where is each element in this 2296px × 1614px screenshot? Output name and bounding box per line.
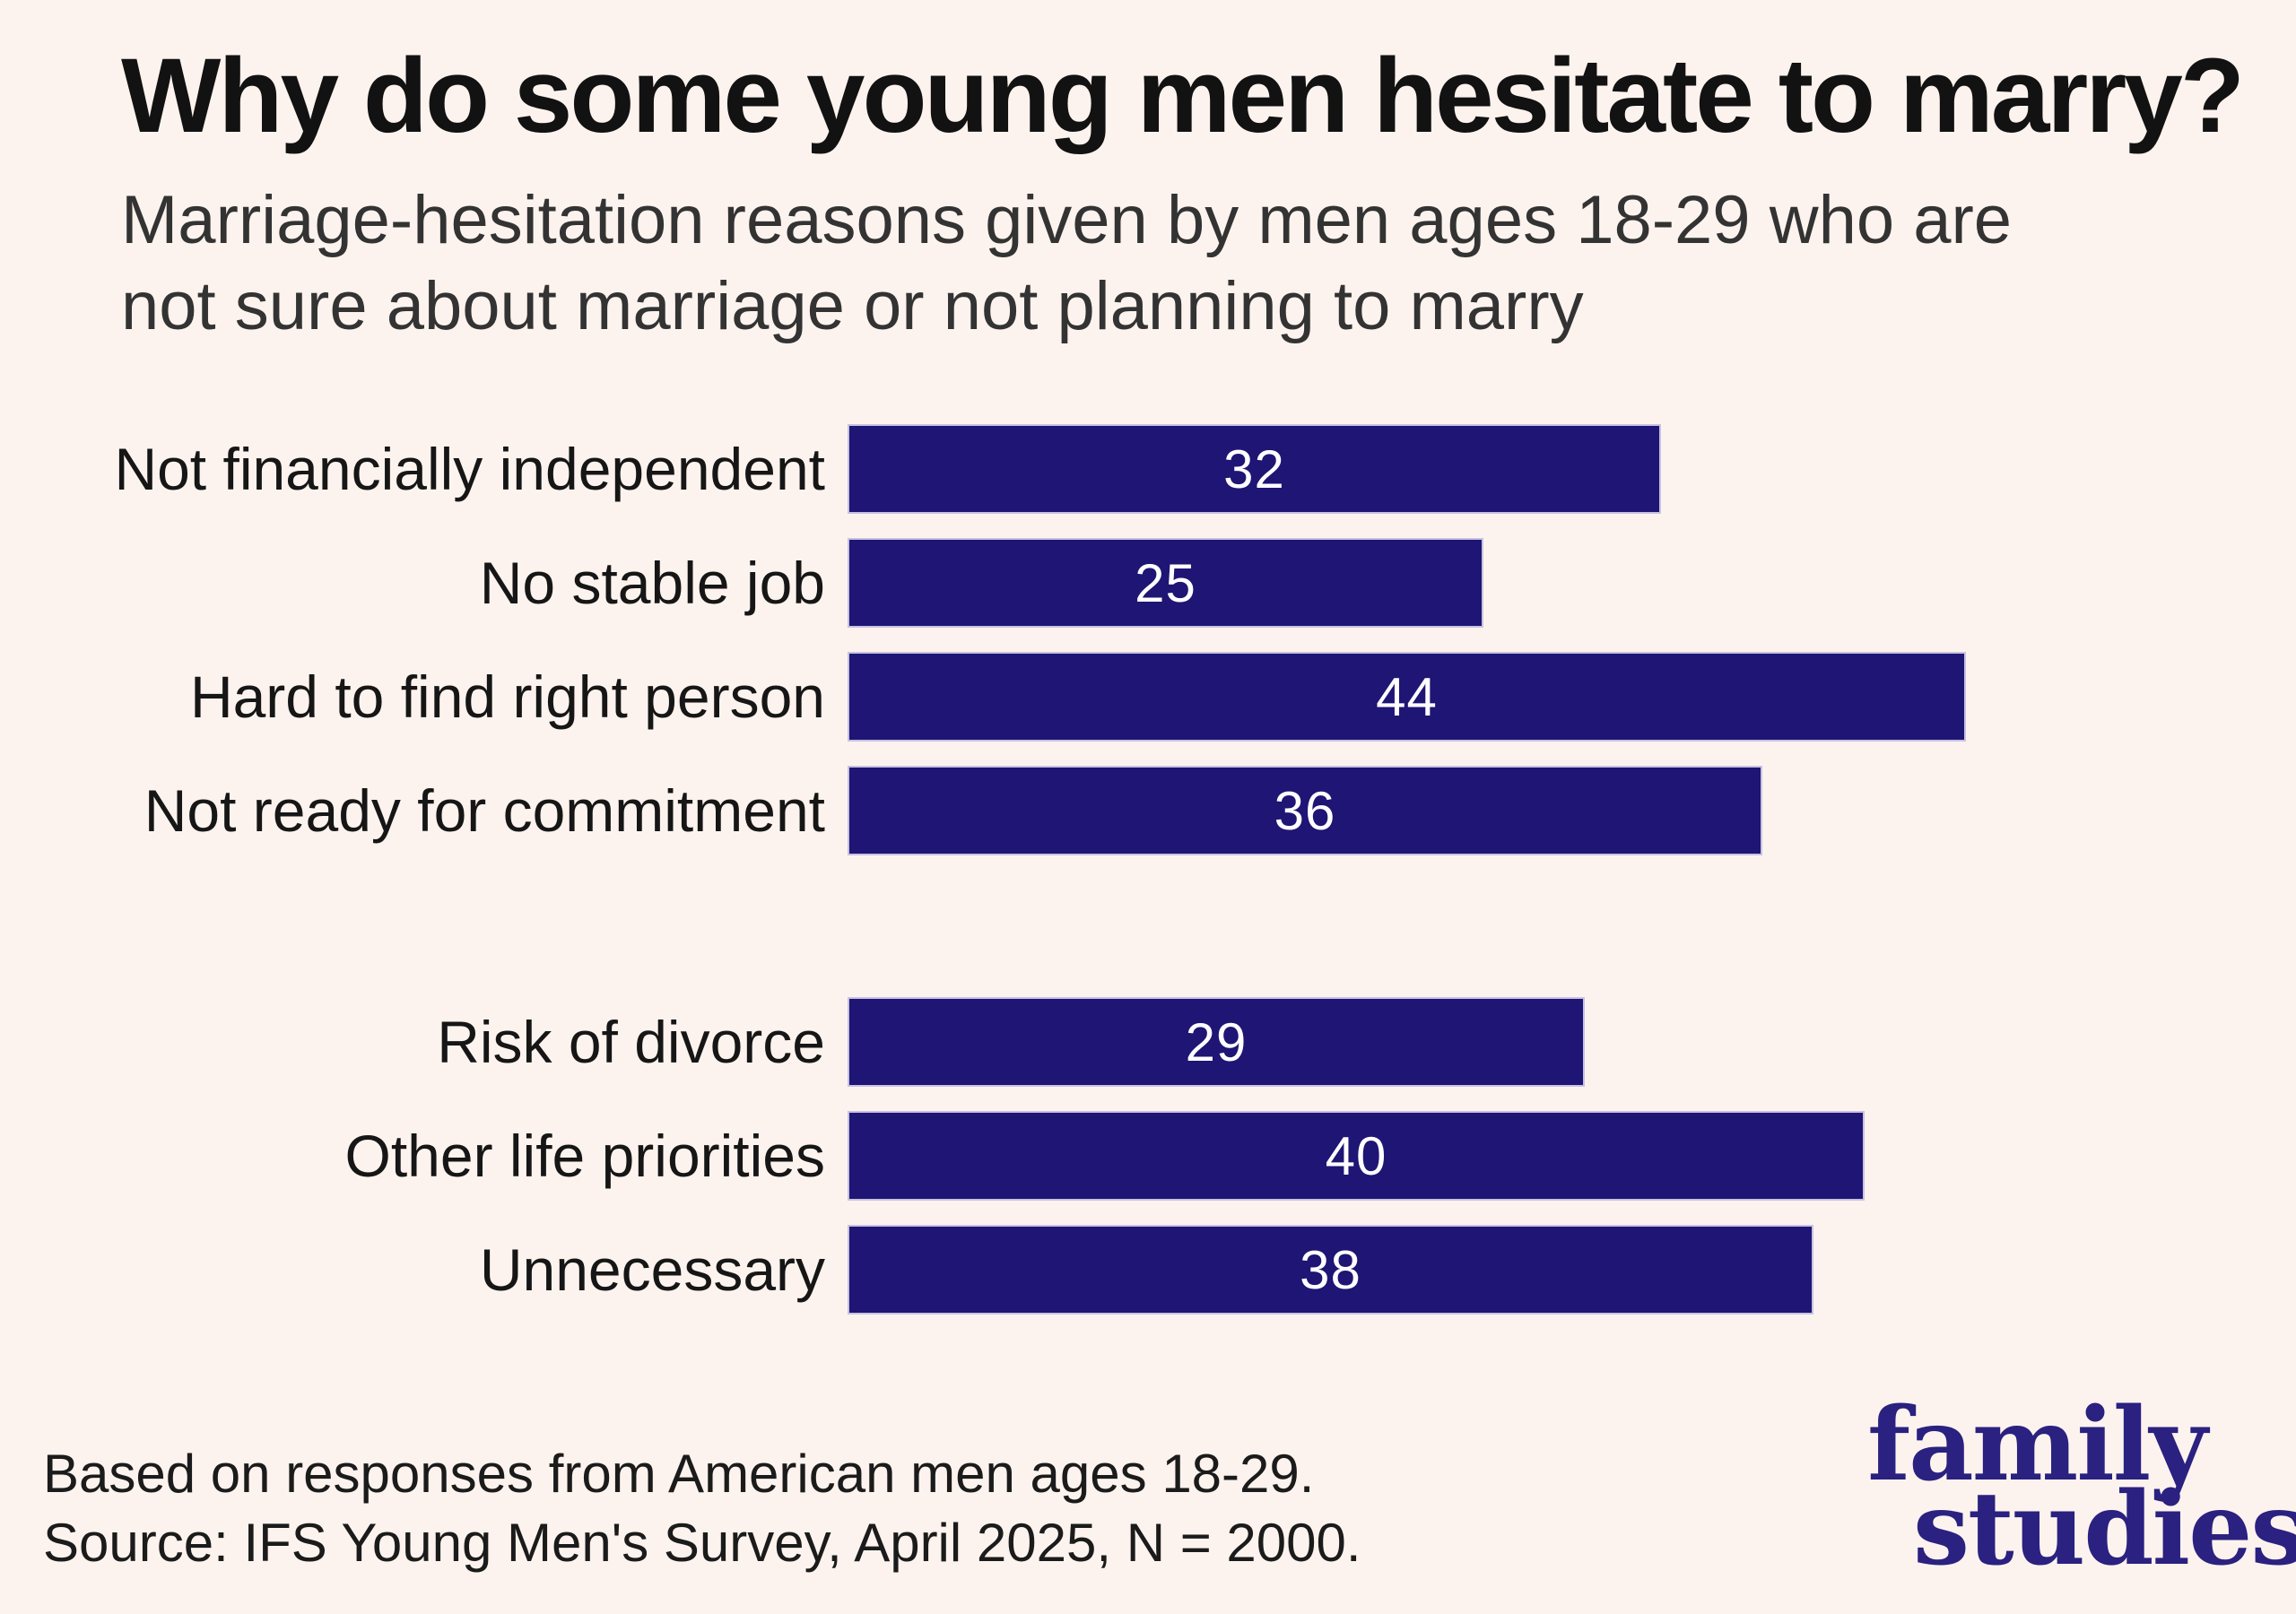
- footnote-line1: Based on responses from American men age…: [43, 1444, 1315, 1504]
- value-label: 32: [1223, 438, 1285, 499]
- chart-subtitle-line1: Marriage-hesitation reasons given by men…: [121, 182, 2013, 258]
- bar-group-1: Not financially independent 32 No stable j…: [0, 424, 2296, 855]
- footnote-line2: Source: IFS Young Men's Survey, April 20…: [43, 1512, 1361, 1573]
- value-label: 36: [1274, 780, 1336, 841]
- logo-word-family: family: [1867, 1386, 2207, 1504]
- chart-subtitle: Marriage-hesitation reasons given by men…: [121, 178, 2012, 350]
- bar: 38: [848, 1225, 1813, 1315]
- chart-title: Why do some young men hesitate to marry?: [121, 37, 2245, 155]
- bar-track: 36: [848, 766, 1762, 855]
- category-label: Not financially independent: [114, 436, 825, 502]
- chart-row: No stable job 25: [0, 538, 2296, 628]
- chart-row: Unnecessary 38: [0, 1225, 2296, 1315]
- bar: 32: [848, 424, 1661, 514]
- chart-row: Risk of divorce 29: [0, 997, 2296, 1087]
- category-label: Other life priorities: [344, 1123, 825, 1189]
- category-label: No stable job: [479, 550, 825, 616]
- chart-row: Not ready for commitment 36: [0, 766, 2296, 855]
- bar: 29: [848, 997, 1585, 1087]
- value-label: 29: [1185, 1011, 1248, 1072]
- chart-row: Not financially independent 32: [0, 424, 2296, 514]
- footnote: Based on responses from American men age…: [43, 1440, 1361, 1578]
- category-label: Risk of divorce: [437, 1009, 825, 1075]
- bar-track: 29: [848, 997, 1585, 1087]
- category-label: Not ready for commitment: [144, 777, 825, 844]
- chart-row: Hard to find right person 44: [0, 652, 2296, 742]
- bar-track: 38: [848, 1225, 1813, 1315]
- value-label: 40: [1325, 1125, 1387, 1186]
- category-label: Hard to find right person: [189, 664, 825, 730]
- bar: 25: [848, 538, 1483, 628]
- bar-track: 32: [848, 424, 1661, 514]
- bar: 40: [848, 1111, 1865, 1201]
- chart-subtitle-line2: not sure about marriage or not planning …: [121, 267, 1584, 344]
- bar-track: 40: [848, 1111, 1865, 1201]
- chart-row: Other life priorities 40: [0, 1111, 2296, 1201]
- value-label: 38: [1300, 1239, 1361, 1300]
- bar: 44: [848, 652, 1966, 742]
- category-label: Unnecessary: [479, 1237, 825, 1303]
- family-studies-logo: family studies: [1867, 1395, 2296, 1580]
- value-label: 44: [1376, 666, 1438, 727]
- bar-track: 44: [848, 652, 1966, 742]
- bar-group-2: Risk of divorce 29 Other life priorities 40…: [0, 997, 2296, 1315]
- logo-word-studies: studies: [1913, 1471, 2296, 1588]
- bar-track: 25: [848, 538, 1483, 628]
- value-label: 25: [1135, 552, 1196, 613]
- bar: 36: [848, 766, 1762, 855]
